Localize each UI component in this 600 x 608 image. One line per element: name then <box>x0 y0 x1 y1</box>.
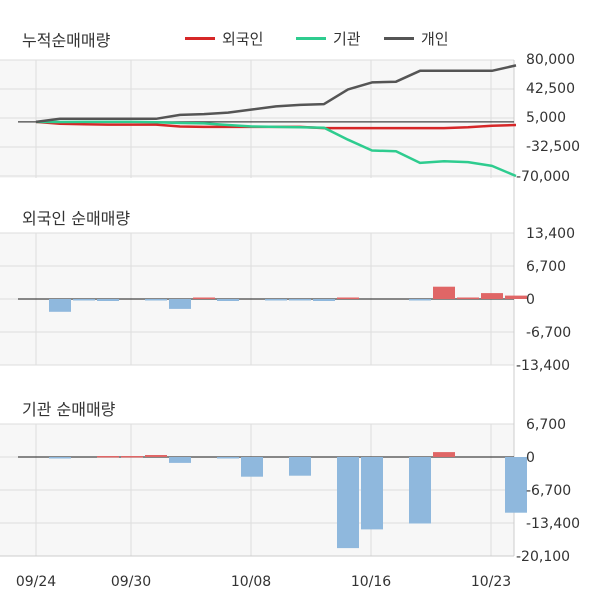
institution-bar <box>505 457 527 513</box>
legend-label-foreign: 외국인 <box>222 30 263 48</box>
institution-bar <box>337 457 359 549</box>
cumulative-y-axis: 80,000 42,500 5,000 -32,500 -70,000 <box>516 52 580 185</box>
legend-swatch-foreign <box>185 37 215 40</box>
institution-y-axis: 6,700 0 -6,700 -13,400 -20,100 <box>516 417 580 565</box>
foreign-bar <box>145 299 167 301</box>
foreign-bar <box>457 297 479 299</box>
x-tick-label: 10/16 <box>351 574 391 590</box>
foreign-bar <box>337 297 359 299</box>
institution-bar <box>409 457 431 524</box>
x-tick-label: 10/08 <box>231 574 271 590</box>
y-tick-label: 5,000 <box>526 110 566 126</box>
y-tick-label: -13,400 <box>516 358 570 374</box>
x-axis: 09/24 09/30 10/08 10/16 10/23 <box>16 574 511 590</box>
cumulative-title: 누적순매매량 <box>22 31 111 50</box>
y-tick-label: 0 <box>526 292 535 308</box>
y-tick-label: -13,400 <box>526 516 580 532</box>
y-tick-label: 42,500 <box>526 81 575 97</box>
legend-swatch-individual <box>384 37 414 40</box>
y-tick-label: -20,100 <box>516 549 570 565</box>
y-tick-label: 6,700 <box>526 259 566 275</box>
series-line-individual <box>35 64 517 124</box>
foreign-bar <box>265 299 287 301</box>
institution-bar <box>241 457 263 477</box>
foreign-bar <box>313 299 335 301</box>
y-tick-label: 80,000 <box>526 52 575 68</box>
institution-bar <box>433 452 455 457</box>
institution-bar <box>361 457 383 530</box>
foreign-bar <box>505 295 527 299</box>
institution-bar <box>169 457 191 463</box>
institution-bar <box>217 457 239 459</box>
y-tick-label: 0 <box>526 450 535 466</box>
foreign-y-axis: 13,400 6,700 0 -6,700 -13,400 <box>516 226 575 374</box>
foreign-title: 외국인 순매매량 <box>22 209 130 228</box>
x-tick-label: 09/24 <box>16 574 56 590</box>
foreign-bar <box>481 293 503 299</box>
y-tick-label: -70,000 <box>516 169 570 185</box>
y-tick-label: -6,700 <box>526 325 571 341</box>
foreign-bar <box>289 299 311 301</box>
institution-bar <box>97 456 119 458</box>
y-tick-label: 13,400 <box>526 226 575 242</box>
series-line-institution <box>35 120 517 178</box>
marks-layer <box>18 64 527 549</box>
institution-bar <box>289 457 311 476</box>
institution-bar <box>145 455 167 457</box>
legend-label-individual: 개인 <box>421 30 449 48</box>
foreign-bar <box>73 299 95 301</box>
x-tick-label: 10/23 <box>471 574 511 590</box>
foreign-bar <box>433 286 455 299</box>
foreign-bar <box>193 297 215 299</box>
foreign-bar <box>97 299 119 301</box>
y-tick-label: -32,500 <box>526 139 580 155</box>
foreign-bar <box>49 299 71 312</box>
foreign-bar <box>217 299 239 301</box>
foreign-bar <box>409 299 431 301</box>
x-tick-label: 09/30 <box>111 574 151 590</box>
institution-title: 기관 순매매량 <box>22 400 116 419</box>
y-tick-label: -6,700 <box>526 483 571 499</box>
institution-bar <box>49 457 71 459</box>
foreign-bar <box>169 299 191 309</box>
legend-label-institution: 기관 <box>333 30 361 48</box>
legend-swatch-institution <box>296 37 326 40</box>
y-tick-label: 6,700 <box>526 417 566 433</box>
institution-bar <box>121 456 143 458</box>
legend: 외국인 기관 개인 <box>185 30 449 48</box>
